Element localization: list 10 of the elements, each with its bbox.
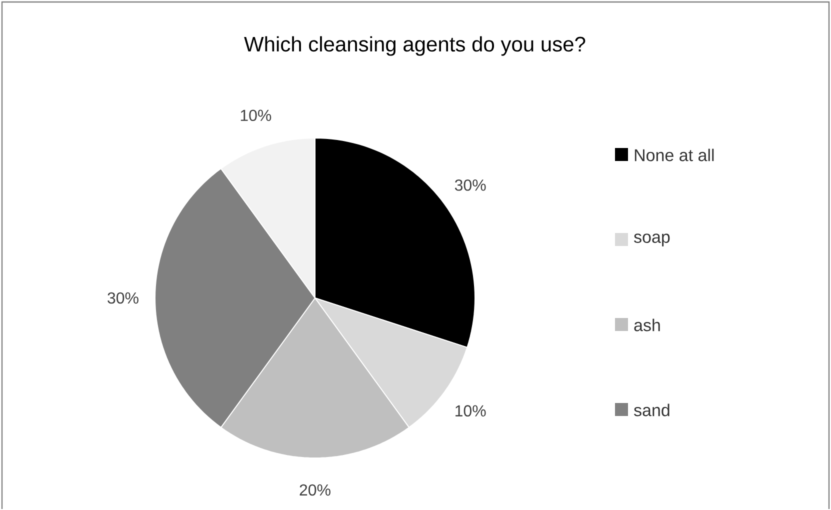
legend-label: sand [634,404,670,416]
legend-label: soap [634,234,670,247]
data-label: 20% [300,484,330,496]
chart-title: Which cleansing agents do you use? [244,36,586,56]
legend-label: None at all [634,148,714,162]
data-label: 30% [108,292,138,304]
data-label: 10% [456,405,486,417]
data-label: 10% [240,110,272,122]
data-label: 30% [454,180,486,192]
legend-label: ash [634,318,660,332]
